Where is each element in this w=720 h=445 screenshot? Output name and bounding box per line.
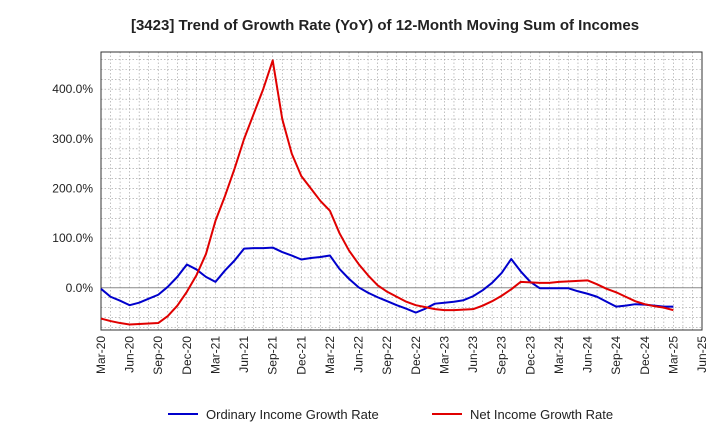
x-tick-label: Jun-21 [237, 336, 251, 373]
y-tick-label: 400.0% [52, 82, 93, 96]
y-tick-label: 100.0% [52, 231, 93, 245]
chart-title: [3423] Trend of Growth Rate (YoY) of 12-… [131, 17, 639, 34]
grid-layer [101, 52, 702, 330]
x-tick-label: Mar-22 [323, 336, 337, 374]
y-tick-label: 300.0% [52, 132, 93, 146]
legend-label-ordinary-income: Ordinary Income Growth Rate [206, 407, 379, 422]
x-tick-label: Dec-24 [638, 336, 652, 375]
series-layer [100, 59, 674, 326]
x-tick-label: Jun-20 [123, 336, 137, 373]
series-line-ordinary-income [100, 246, 674, 314]
x-tick-label: Sep-21 [266, 336, 280, 375]
plot-frame [100, 51, 703, 331]
legend-label-net-income: Net Income Growth Rate [470, 407, 613, 422]
x-tick-label: Sep-24 [609, 336, 623, 375]
x-tick-label: Jun-23 [466, 336, 480, 373]
x-tick-label: Mar-21 [208, 336, 222, 374]
x-tick-label: Sep-23 [495, 336, 509, 375]
y-tick-label: 200.0% [52, 182, 93, 196]
x-tick-label: Dec-22 [409, 336, 423, 375]
x-tick-label: Sep-20 [151, 336, 165, 375]
x-tick-label: Mar-25 [666, 336, 680, 374]
legend: Ordinary Income Growth Rate Net Income G… [168, 407, 613, 422]
x-tick-label: Sep-22 [380, 336, 394, 375]
axis-layer: 0.0% 100.0% 200.0% 300.0% 400.0% Mar-20 Jun-20… [52, 51, 709, 375]
x-tick-label: Dec-20 [180, 336, 194, 375]
x-tick-label: Mar-24 [552, 336, 566, 374]
x-tick-label: Mar-23 [437, 336, 451, 374]
x-tick-label: Dec-23 [523, 336, 537, 375]
x-tick-label: Dec-21 [294, 336, 308, 375]
x-tick-label: Mar-20 [94, 336, 108, 374]
x-tick-label: Jun-25 [695, 336, 709, 373]
y-tick-label: 0.0% [66, 281, 94, 295]
x-tick-label: Jun-22 [352, 336, 366, 373]
x-tick-label: Jun-24 [581, 336, 595, 373]
series-line-net-income [100, 59, 674, 326]
